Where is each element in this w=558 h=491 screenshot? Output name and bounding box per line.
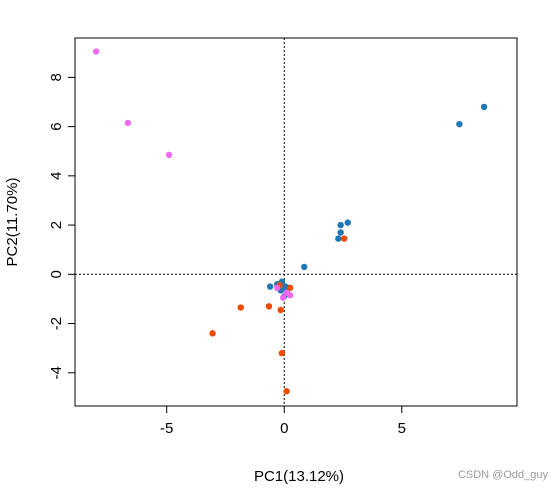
y-tick-label: -2 [48,317,65,330]
y-axis: -4 -2 0 2 4 6 8 [48,73,75,379]
data-points [92,48,488,395]
series-3 [92,48,294,301]
watermark: CSDN @Odd_guy [457,469,548,481]
series-2 [209,235,348,395]
data-point [337,221,344,229]
data-point [344,219,351,226]
x-axis-label: PC1(13.12%) [254,468,344,485]
data-point [279,294,287,301]
data-point [237,304,244,311]
data-point [265,303,273,310]
data-point [340,235,348,242]
data-point [286,284,294,292]
x-tick-label: 5 [398,420,406,437]
data-point [480,103,488,111]
y-tick-label: 6 [48,122,65,130]
data-point [165,151,173,159]
data-point [92,48,100,55]
data-point [301,263,308,271]
y-tick-label: 8 [48,73,65,81]
data-point [283,289,290,296]
plot-frame [74,37,518,407]
x-tick-label: -5 [160,420,173,437]
x-tick-label: 0 [280,420,288,437]
data-point [124,119,132,127]
data-point [278,349,286,357]
data-point [283,388,290,395]
data-point [266,283,274,290]
x-axis: -5 0 5 [160,406,406,437]
data-point [456,120,463,128]
data-point [273,284,281,292]
y-tick-label: 4 [48,172,65,180]
y-axis-label: PC2(11.70%) [4,178,21,267]
data-point [209,330,216,337]
data-point [277,306,284,314]
y-tick-label: -4 [48,366,65,379]
reference-lines [75,38,517,406]
data-point [335,235,342,242]
y-tick-label: 2 [48,221,65,229]
y-tick-label: 0 [48,270,65,278]
data-point [337,229,344,236]
